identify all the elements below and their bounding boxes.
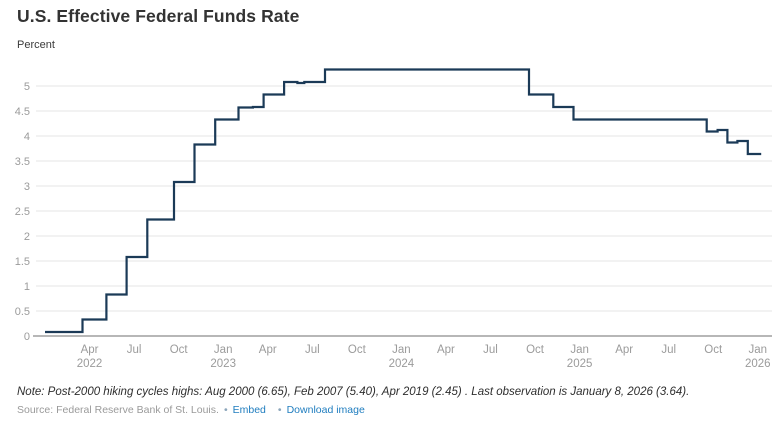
y-tick-label: 1 xyxy=(24,281,30,293)
y-tick-label: 0.5 xyxy=(15,306,30,318)
chart-svg: 0 0.5 1 1.5 2 2.5 3 3.5 4 4.5 5 Apr 2022 Jul Oct Jan 202… xyxy=(15,68,772,370)
x-tick-label: Oct xyxy=(526,344,545,356)
series-line xyxy=(45,68,762,334)
x-tick-year-label: 2023 xyxy=(210,358,236,370)
x-tick-label: Jan xyxy=(214,344,233,356)
x-tick-label: Jan xyxy=(392,344,411,356)
x-tick-year-label: 2024 xyxy=(389,358,415,370)
embed-link[interactable]: Embed xyxy=(232,404,266,416)
x-tick-label: Jan xyxy=(570,344,589,356)
y-tick-label: 3.5 xyxy=(15,156,30,168)
y-tick-label: 1.5 xyxy=(15,256,30,268)
x-tick-label: Jul xyxy=(305,344,320,356)
source-text: Source: Federal Reserve Bank of St. Loui… xyxy=(17,404,219,416)
x-tick-label: Oct xyxy=(704,344,723,356)
note-text: Note: Post-2000 hiking cycles highs: Aug… xyxy=(17,386,690,398)
x-tick-label: Apr xyxy=(615,344,633,356)
page-title: U.S. Effective Federal Funds Rate xyxy=(17,6,300,26)
x-tick-label: Apr xyxy=(81,344,99,356)
x-tick-label: Jul xyxy=(127,344,142,356)
y-tick-label: 3 xyxy=(24,181,30,193)
y-axis-units-label: Percent xyxy=(17,39,55,51)
x-tick-year-label: 2025 xyxy=(567,358,593,370)
y-tick-label: 4 xyxy=(24,131,30,143)
x-tick-label: Oct xyxy=(348,344,367,356)
y-tick-label: 2.5 xyxy=(15,206,30,218)
x-tick-label: Apr xyxy=(259,344,277,356)
x-tick-label: Apr xyxy=(437,344,455,356)
y-tick-label: 2 xyxy=(24,231,30,243)
x-tick-label: Jul xyxy=(483,344,498,356)
y-tick-label: 4.5 xyxy=(15,106,30,118)
x-tick-year-label: 2026 xyxy=(745,358,771,370)
x-tick-label: Jul xyxy=(661,344,676,356)
x-tick-label: Oct xyxy=(170,344,189,356)
x-tick-label: Jan xyxy=(749,344,768,356)
download-image-link[interactable]: Download image xyxy=(286,404,365,416)
source-line: Source: Federal Reserve Bank of St. Loui… xyxy=(17,404,767,416)
x-tick-year-label: 2022 xyxy=(77,358,103,370)
y-tick-label: 0 xyxy=(24,331,30,343)
bullet-separator: • xyxy=(277,404,282,416)
chart-plot-area[interactable]: 0 0.5 1 1.5 2 2.5 3 3.5 4 4.5 5 Apr 2022 Jul Oct Jan 202… xyxy=(0,0,784,380)
bullet-separator: • xyxy=(223,404,228,416)
y-tick-label: 5 xyxy=(24,81,30,93)
